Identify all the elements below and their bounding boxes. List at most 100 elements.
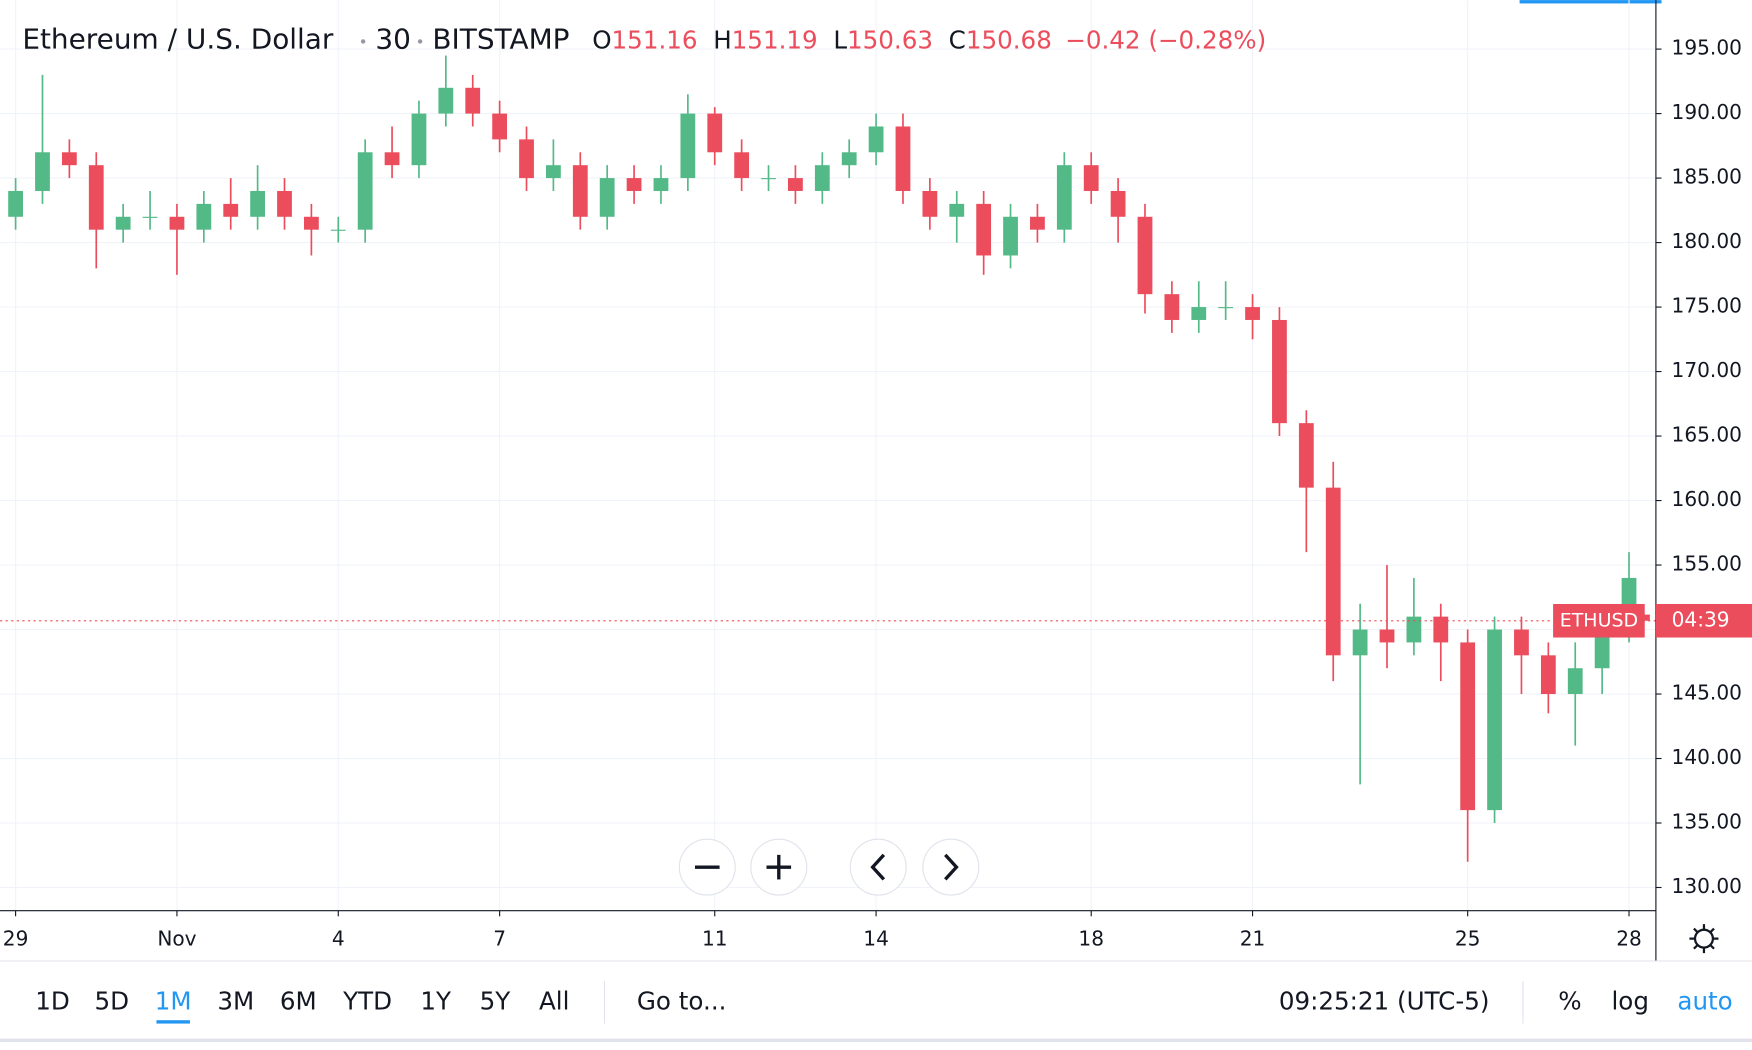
separator-dot — [417, 39, 423, 44]
quote-key: H — [713, 25, 731, 54]
exchange: BITSTAMP — [432, 22, 569, 55]
clock: 09:25:21 (UTC-5) — [1279, 986, 1490, 1015]
candle-body — [1406, 616, 1422, 643]
x-tick-label: 25 — [1455, 926, 1481, 950]
range-button[interactable]: 3M — [217, 986, 254, 1015]
y-tick-label: 185.00 — [1672, 165, 1742, 189]
range-button[interactable]: All — [539, 986, 569, 1015]
candle-body — [1325, 487, 1341, 656]
percent-toggle[interactable]: % — [1558, 986, 1581, 1015]
y-tick-label: 170.00 — [1672, 358, 1742, 382]
candle-body — [88, 165, 104, 230]
candle-body — [8, 190, 23, 217]
candle-body — [546, 165, 561, 179]
y-tick-label: 135.00 — [1672, 810, 1742, 834]
candle-body — [949, 203, 965, 217]
candle-body — [1245, 307, 1260, 320]
candle-body — [1003, 216, 1018, 256]
candle-body — [1594, 629, 1610, 669]
symbol-label-box — [1553, 603, 1645, 638]
candle-body — [330, 229, 346, 231]
candle-body — [599, 178, 615, 217]
scroll-left-button[interactable] — [849, 838, 907, 896]
zoom-out-button[interactable] — [678, 838, 736, 896]
candle-body — [492, 113, 508, 140]
zoom-in-button[interactable] — [750, 838, 808, 896]
x-tick-label: 4 — [332, 926, 345, 950]
candle-body — [1110, 190, 1126, 217]
quote-value: 151.19 — [732, 25, 818, 54]
candle-body — [1272, 319, 1287, 424]
quote-key: C — [949, 25, 966, 54]
log-toggle[interactable]: log — [1611, 986, 1648, 1015]
candle-body — [1083, 165, 1099, 191]
x-tick-label: Nov — [157, 926, 196, 950]
range-button[interactable]: 1D — [35, 986, 70, 1015]
candle-body — [895, 126, 911, 191]
y-tick-label: 155.00 — [1672, 552, 1742, 576]
candle-body — [142, 216, 158, 218]
range-button[interactable]: 1M — [155, 986, 192, 1015]
quote-key: O — [592, 25, 611, 54]
y-tick-label: 160.00 — [1672, 487, 1742, 511]
candle-body — [519, 139, 534, 179]
y-tick-label: 145.00 — [1672, 681, 1742, 705]
candle-body — [250, 190, 266, 217]
candle-body — [653, 178, 669, 191]
symbol-label: ETHUSD — [1560, 609, 1638, 631]
range-button[interactable]: 5D — [94, 986, 129, 1015]
x-tick-label: 11 — [702, 926, 728, 950]
range-button[interactable]: 1Y — [420, 986, 452, 1015]
candle-body — [572, 165, 588, 217]
candle-body — [223, 203, 239, 217]
range-button[interactable]: YTD — [342, 986, 392, 1015]
candle-body — [411, 113, 427, 166]
candle-body — [1352, 629, 1368, 656]
candle-body — [1433, 616, 1449, 643]
settings-icon[interactable] — [1689, 924, 1719, 954]
candle-body — [1567, 668, 1583, 695]
candle-body — [196, 203, 212, 230]
candle-body — [1298, 423, 1314, 488]
candle-body — [1137, 216, 1153, 295]
candle-body — [169, 216, 185, 230]
candle-body — [61, 152, 77, 166]
candle-body — [868, 126, 884, 153]
y-tick-label: 165.00 — [1672, 423, 1742, 447]
y-tick-label: 140.00 — [1672, 745, 1742, 769]
candle-body — [115, 216, 131, 230]
candle-body — [438, 87, 454, 114]
x-tick-label: 7 — [493, 926, 506, 950]
x-tick-label: 14 — [863, 926, 889, 950]
change: −0.42 (−0.28%) — [1065, 25, 1266, 54]
auto-toggle[interactable]: auto — [1677, 986, 1732, 1015]
x-tick-label: 28 — [1616, 926, 1642, 950]
y-tick-label: 190.00 — [1672, 100, 1742, 124]
candle-body — [465, 87, 481, 114]
candle-body — [922, 190, 938, 217]
candle-body — [734, 152, 750, 179]
price-label-box — [1655, 603, 1752, 638]
y-tick-label: 195.00 — [1672, 36, 1742, 60]
y-tick-label: 130.00 — [1672, 874, 1742, 898]
quote-key: L — [833, 25, 847, 54]
candle-body — [1379, 629, 1395, 643]
candle-body — [1487, 629, 1502, 811]
quote-value: 150.63 — [847, 25, 933, 54]
candle-body — [788, 178, 803, 191]
candle-body — [35, 152, 50, 191]
goto-button[interactable]: Go to... — [637, 986, 727, 1015]
candle-body — [1164, 294, 1180, 320]
range-button[interactable]: 5Y — [480, 986, 512, 1015]
range-button[interactable]: 6M — [280, 986, 317, 1015]
top-indicator — [1519, 0, 1662, 4]
candle-body — [626, 178, 642, 191]
candle-body — [1030, 216, 1045, 230]
countdown: 04:39 — [1672, 607, 1730, 631]
scroll-right-button[interactable] — [922, 838, 980, 896]
candle-body — [277, 190, 292, 217]
candle-body — [761, 178, 776, 180]
x-tick-label: 29 — [3, 926, 29, 950]
